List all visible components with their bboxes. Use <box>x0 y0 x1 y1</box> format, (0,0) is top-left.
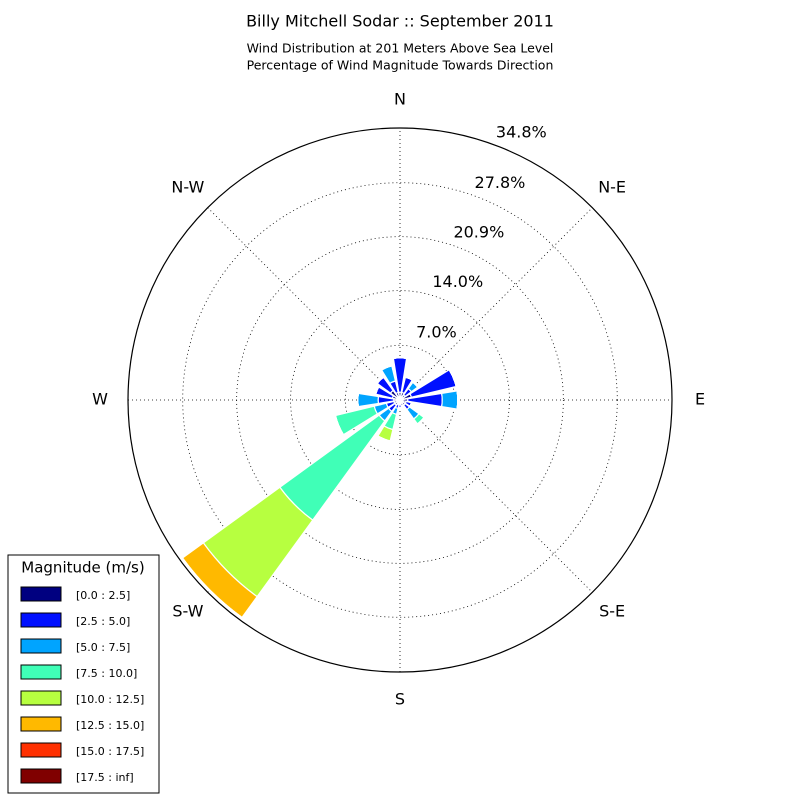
legend-swatch <box>20 612 62 628</box>
bar-segment <box>393 357 407 359</box>
chart-subtitle: Percentage of Wind Magnitude Towards Dir… <box>247 58 554 73</box>
legend-swatch <box>20 664 62 680</box>
bar-segment <box>357 392 380 408</box>
polar-plot: N N-E E S-E S S-W W N-W 7.0% 14.0% 20.9% 27.8% 34.8% <box>92 90 705 709</box>
radial-tick-label: 27.8% <box>475 173 526 192</box>
direction-label: E <box>695 390 705 409</box>
legend-swatch <box>20 768 62 784</box>
chart-subtitle: Wind Distribution at 201 Meters Above Se… <box>247 41 554 56</box>
direction-label: S-W <box>172 602 203 621</box>
grid-circle <box>182 182 618 618</box>
grid-circle <box>290 290 510 510</box>
bar-segment <box>456 390 459 410</box>
legend-swatch <box>20 586 62 602</box>
bar-segment <box>412 381 419 388</box>
legend: Magnitude (m/s) [0.0 : 2.5] [2.5 : 5.0] [5… <box>7 554 160 794</box>
legend-swatch <box>20 742 62 758</box>
legend-swatch <box>20 690 62 706</box>
direction-label: S <box>395 690 405 709</box>
legend-label: [15.0 : 17.5] <box>76 745 144 758</box>
radial-tick-label: 34.8% <box>496 123 547 142</box>
legend-label: [17.5 : inf] <box>76 771 134 784</box>
bar-segment <box>375 386 380 395</box>
direction-label: N-E <box>598 177 626 196</box>
radial-tick-label: 7.0% <box>416 323 457 342</box>
direction-label: N-W <box>171 177 204 196</box>
direction-label: S-E <box>599 602 625 621</box>
direction-label: N <box>394 90 406 109</box>
legend-label: [7.5 : 10.0] <box>76 667 137 680</box>
legend-label: [5.0 : 7.5] <box>76 641 130 654</box>
radial-tick-label: 14.0% <box>432 272 483 291</box>
legend-label: [12.5 : 15.0] <box>76 719 144 732</box>
direction-label: W <box>92 390 108 409</box>
legend-swatch <box>20 638 62 654</box>
legend-label: [10.0 : 12.5] <box>76 693 144 706</box>
bar-segment <box>441 390 459 410</box>
bar-segment <box>401 404 404 407</box>
legend-label: [2.5 : 5.0] <box>76 615 130 628</box>
radial-tick-label: 20.9% <box>453 223 504 242</box>
legend-label: [0.0 : 2.5] <box>76 589 130 602</box>
bar-segment <box>279 414 386 521</box>
chart-title: Billy Mitchell Sodar :: September 2011 <box>246 12 554 31</box>
bar-segment <box>357 393 359 407</box>
legend-title: Magnitude (m/s) <box>21 559 144 577</box>
bar-segment <box>381 365 392 371</box>
bar-segment <box>181 557 243 619</box>
legend-swatch <box>20 716 62 732</box>
